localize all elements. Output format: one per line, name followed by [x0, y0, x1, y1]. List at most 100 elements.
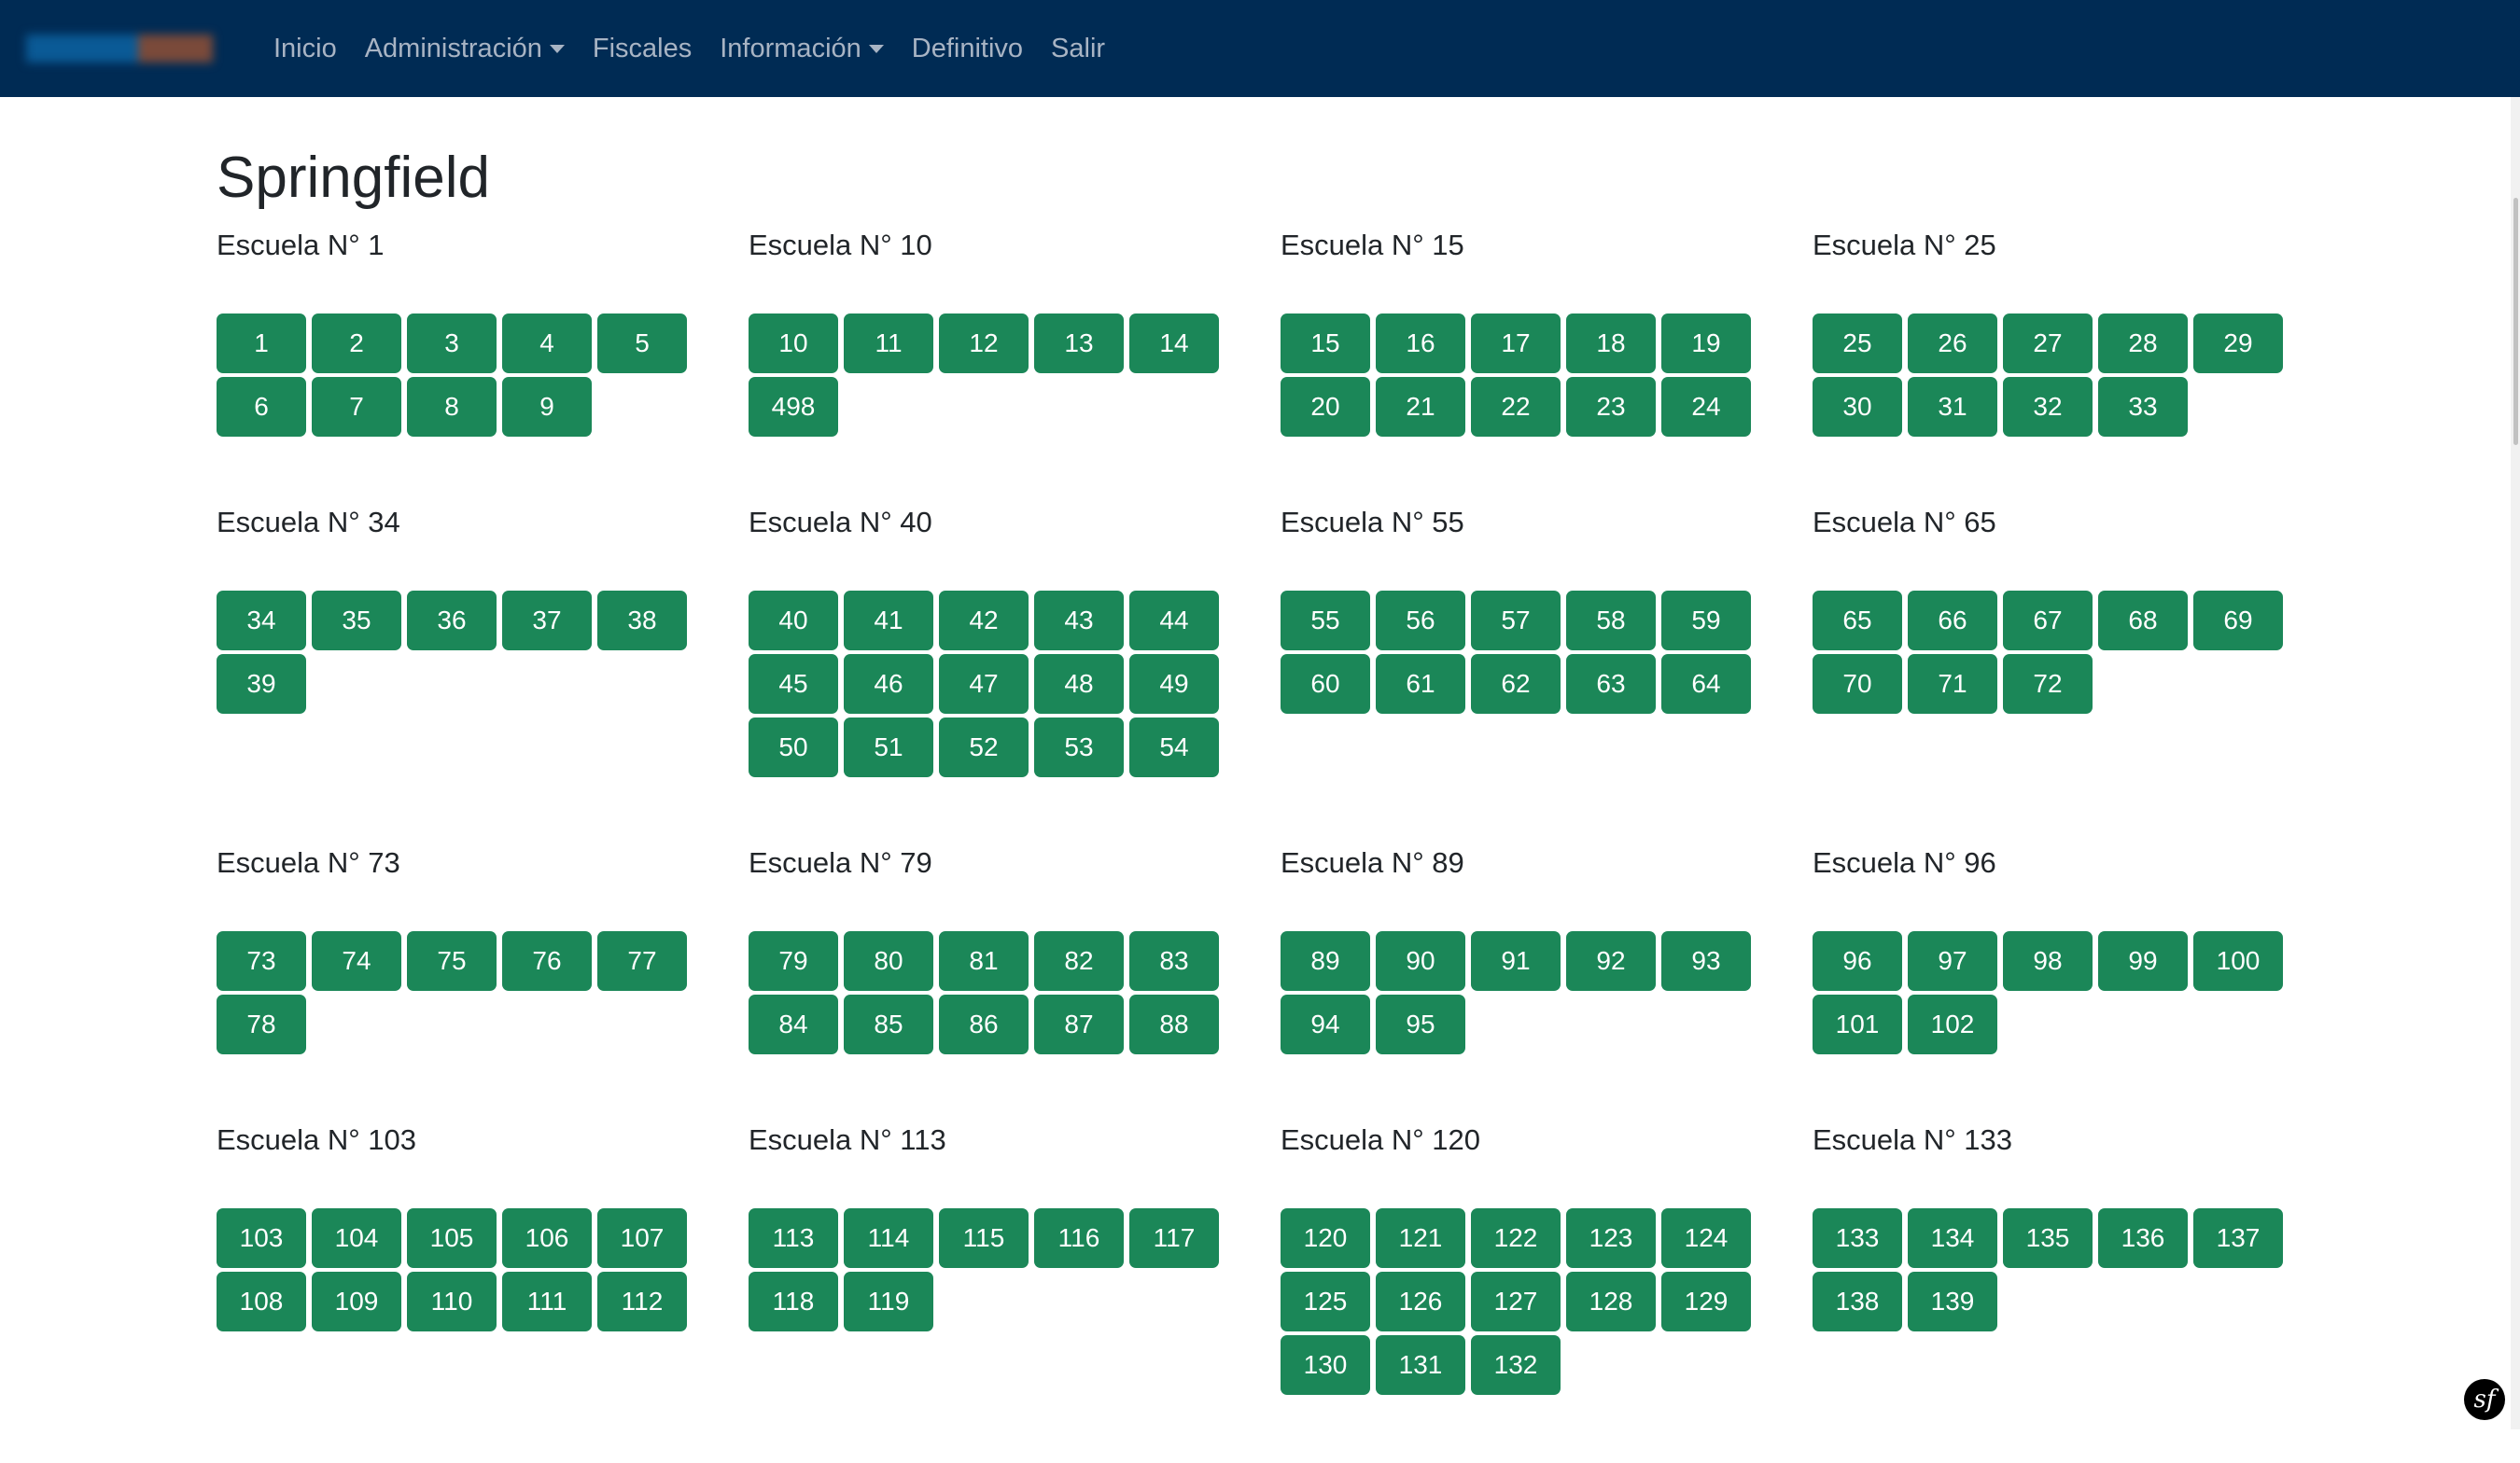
table-button[interactable]: 1 — [217, 314, 306, 373]
table-button[interactable]: 98 — [2003, 931, 2093, 991]
table-button[interactable]: 9 — [502, 377, 592, 437]
table-button[interactable]: 136 — [2098, 1208, 2188, 1268]
table-button[interactable]: 68 — [2098, 591, 2188, 650]
table-button[interactable]: 26 — [1908, 314, 1997, 373]
table-button[interactable]: 102 — [1908, 995, 1997, 1054]
table-button[interactable]: 69 — [2193, 591, 2283, 650]
table-button[interactable]: 48 — [1034, 654, 1124, 714]
table-button[interactable]: 5 — [597, 314, 687, 373]
table-button[interactable]: 104 — [312, 1208, 401, 1268]
table-button[interactable]: 8 — [407, 377, 497, 437]
table-button[interactable]: 86 — [939, 995, 1029, 1054]
table-button[interactable]: 114 — [844, 1208, 933, 1268]
table-button[interactable]: 109 — [312, 1272, 401, 1331]
table-button[interactable]: 135 — [2003, 1208, 2093, 1268]
table-button[interactable]: 105 — [407, 1208, 497, 1268]
table-button[interactable]: 115 — [939, 1208, 1029, 1268]
table-button[interactable]: 121 — [1376, 1208, 1465, 1268]
table-button[interactable]: 27 — [2003, 314, 2093, 373]
table-button[interactable]: 44 — [1129, 591, 1219, 650]
table-button[interactable]: 20 — [1281, 377, 1370, 437]
table-button[interactable]: 84 — [749, 995, 838, 1054]
table-button[interactable]: 74 — [312, 931, 401, 991]
table-button[interactable]: 127 — [1471, 1272, 1561, 1331]
table-button[interactable]: 47 — [939, 654, 1029, 714]
table-button[interactable]: 137 — [2193, 1208, 2283, 1268]
table-button[interactable]: 96 — [1813, 931, 1902, 991]
table-button[interactable]: 22 — [1471, 377, 1561, 437]
table-button[interactable]: 10 — [749, 314, 838, 373]
table-button[interactable]: 3 — [407, 314, 497, 373]
table-button[interactable]: 130 — [1281, 1335, 1370, 1395]
table-button[interactable]: 67 — [2003, 591, 2093, 650]
table-button[interactable]: 13 — [1034, 314, 1124, 373]
table-button[interactable]: 58 — [1566, 591, 1656, 650]
table-button[interactable]: 38 — [597, 591, 687, 650]
table-button[interactable]: 131 — [1376, 1335, 1465, 1395]
table-button[interactable]: 11 — [844, 314, 933, 373]
table-button[interactable]: 120 — [1281, 1208, 1370, 1268]
table-button[interactable]: 32 — [2003, 377, 2093, 437]
table-button[interactable]: 35 — [312, 591, 401, 650]
table-button[interactable]: 128 — [1566, 1272, 1656, 1331]
table-button[interactable]: 87 — [1034, 995, 1124, 1054]
table-button[interactable]: 43 — [1034, 591, 1124, 650]
table-button[interactable]: 4 — [502, 314, 592, 373]
table-button[interactable]: 81 — [939, 931, 1029, 991]
table-button[interactable]: 17 — [1471, 314, 1561, 373]
table-button[interactable]: 95 — [1376, 995, 1465, 1054]
table-button[interactable]: 77 — [597, 931, 687, 991]
table-button[interactable]: 36 — [407, 591, 497, 650]
table-button[interactable]: 91 — [1471, 931, 1561, 991]
table-button[interactable]: 34 — [217, 591, 306, 650]
table-button[interactable]: 62 — [1471, 654, 1561, 714]
table-button[interactable]: 41 — [844, 591, 933, 650]
table-button[interactable]: 103 — [217, 1208, 306, 1268]
table-button[interactable]: 99 — [2098, 931, 2188, 991]
nav-item-salir[interactable]: Salir — [1037, 34, 1119, 64]
table-button[interactable]: 89 — [1281, 931, 1370, 991]
brand-logo[interactable] — [26, 35, 213, 63]
table-button[interactable]: 122 — [1471, 1208, 1561, 1268]
table-button[interactable]: 117 — [1129, 1208, 1219, 1268]
table-button[interactable]: 14 — [1129, 314, 1219, 373]
table-button[interactable]: 49 — [1129, 654, 1219, 714]
table-button[interactable]: 73 — [217, 931, 306, 991]
table-button[interactable]: 106 — [502, 1208, 592, 1268]
table-button[interactable]: 116 — [1034, 1208, 1124, 1268]
table-button[interactable]: 55 — [1281, 591, 1370, 650]
table-button[interactable]: 18 — [1566, 314, 1656, 373]
table-button[interactable]: 107 — [597, 1208, 687, 1268]
table-button[interactable]: 66 — [1908, 591, 1997, 650]
table-button[interactable]: 88 — [1129, 995, 1219, 1054]
table-button[interactable]: 93 — [1661, 931, 1751, 991]
scrollbar[interactable] — [2511, 97, 2520, 1429]
scrollbar-thumb[interactable] — [2513, 198, 2518, 445]
table-button[interactable]: 108 — [217, 1272, 306, 1331]
table-button[interactable]: 50 — [749, 718, 838, 777]
table-button[interactable]: 2 — [312, 314, 401, 373]
table-button[interactable]: 24 — [1661, 377, 1751, 437]
table-button[interactable]: 16 — [1376, 314, 1465, 373]
table-button[interactable]: 42 — [939, 591, 1029, 650]
table-button[interactable]: 45 — [749, 654, 838, 714]
table-button[interactable]: 113 — [749, 1208, 838, 1268]
table-button[interactable]: 119 — [844, 1272, 933, 1331]
table-button[interactable]: 94 — [1281, 995, 1370, 1054]
table-button[interactable]: 134 — [1908, 1208, 1997, 1268]
table-button[interactable]: 112 — [597, 1272, 687, 1331]
table-button[interactable]: 111 — [502, 1272, 592, 1331]
table-button[interactable]: 101 — [1813, 995, 1902, 1054]
table-button[interactable]: 53 — [1034, 718, 1124, 777]
table-button[interactable]: 129 — [1661, 1272, 1751, 1331]
table-button[interactable]: 498 — [749, 377, 838, 437]
table-button[interactable]: 72 — [2003, 654, 2093, 714]
table-button[interactable]: 31 — [1908, 377, 1997, 437]
table-button[interactable]: 63 — [1566, 654, 1656, 714]
table-button[interactable]: 59 — [1661, 591, 1751, 650]
table-button[interactable]: 60 — [1281, 654, 1370, 714]
table-button[interactable]: 75 — [407, 931, 497, 991]
table-button[interactable]: 80 — [844, 931, 933, 991]
table-button[interactable]: 54 — [1129, 718, 1219, 777]
table-button[interactable]: 78 — [217, 995, 306, 1054]
